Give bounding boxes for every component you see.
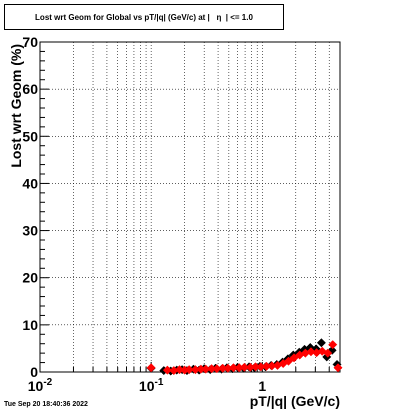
chart-title: Lost wrt Geom for Global vs pT/|q| (GeV/… [4, 4, 284, 30]
y-tick-label: 0 [30, 364, 38, 380]
data-point [184, 365, 194, 375]
y-tick-label: 40 [22, 175, 38, 191]
y-tick-label: 50 [22, 128, 38, 144]
y-tick-label: 60 [22, 81, 38, 97]
y-tick-label: 10 [22, 317, 38, 333]
plot-frame [39, 41, 341, 373]
x-tick-label: 1 [258, 378, 266, 394]
y-tick-label: 30 [22, 223, 38, 239]
data-point [162, 365, 172, 375]
series-1 [146, 340, 343, 376]
data-point [323, 348, 333, 358]
y-tick-label: 70 [22, 34, 38, 50]
data-point [333, 363, 343, 373]
axis-ticks [39, 41, 341, 373]
axis-labels: Lost wrt Geom (%) pT/|q| (GeV/c) 0 10 20 30… [8, 34, 340, 409]
x-tick-label: 10-1 [139, 377, 164, 394]
data-point [316, 338, 326, 348]
timestamp: Tue Sep 20 18:40:36 2022 [4, 401, 88, 408]
data-point [328, 340, 338, 350]
data-point [306, 347, 316, 357]
data-points [146, 338, 343, 376]
x-tick-label: 10-2 [28, 377, 53, 394]
x-axis-label: pT/|q| (GeV/c) [250, 393, 340, 409]
data-point [283, 356, 294, 366]
grid-lines [40, 42, 340, 372]
y-axis-label: Lost wrt Geom (%) [8, 44, 24, 168]
data-point [146, 363, 156, 373]
y-tick-label: 20 [22, 270, 38, 286]
